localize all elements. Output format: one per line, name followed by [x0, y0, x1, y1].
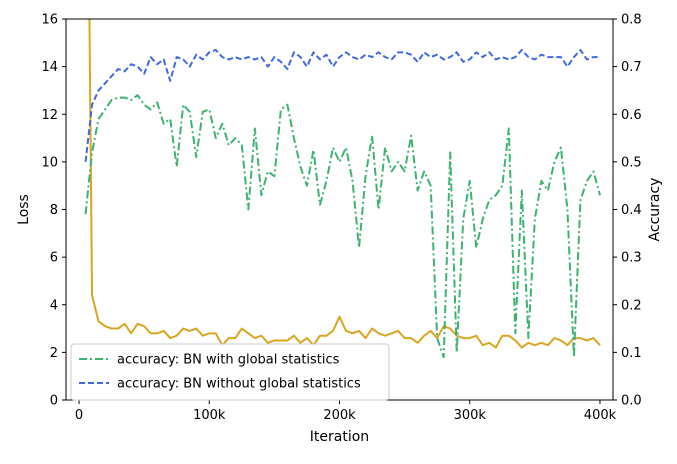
- right-y-tick-label: 0.4: [621, 203, 642, 218]
- right-y-tick-label: 0.6: [621, 108, 642, 123]
- right-y-tick-label: 0.0: [621, 394, 642, 409]
- left-y-tick-label: 14: [41, 60, 58, 75]
- series-layer: [84, 19, 601, 359]
- x-tick-label: 0: [75, 408, 83, 423]
- right-y-tick-label: 0.3: [621, 251, 642, 266]
- left-y-tick-label: 16: [41, 13, 58, 28]
- left-y-tick-label: 4: [50, 298, 58, 313]
- right-y-tick-label: 0.1: [621, 346, 642, 361]
- right-y-tick-label: 0.8: [621, 13, 642, 28]
- left-y-tick-label: 8: [50, 203, 58, 218]
- x-axis: 0 100k 200k 300k 400k: [75, 400, 617, 423]
- series-line-2: [88, 19, 601, 349]
- left-y-axis-title: Loss: [16, 194, 32, 225]
- series-line-0: [84, 94, 601, 359]
- series-line-1: [84, 48, 600, 162]
- x-tick-label: 100k: [193, 408, 226, 423]
- x-tick-label: 200k: [323, 408, 356, 423]
- right-y-axis-title: Accuracy: [647, 178, 663, 242]
- x-tick-label: 400k: [584, 408, 617, 423]
- right-y-tick-label: 0.2: [621, 298, 642, 313]
- x-axis-title: Iteration: [310, 429, 369, 445]
- left-y-tick-label: 6: [50, 251, 58, 266]
- legend-box: [70, 343, 390, 401]
- legend-label: accuracy: BN with global statistics: [117, 353, 340, 368]
- legend: accuracy: BN with global statistics accur…: [70, 343, 390, 401]
- left-y-tick-label: 2: [50, 346, 58, 361]
- right-y-tick-label: 0.5: [621, 155, 642, 170]
- left-y-tick-label: 0: [50, 394, 58, 409]
- left-y-axis: 0 2 4 6 8 10 12 14 16: [41, 13, 66, 409]
- left-y-tick-label: 10: [41, 155, 58, 170]
- left-y-tick-label: 12: [41, 108, 58, 123]
- right-y-axis: 0.0 0.1 0.2 0.3 0.4 0.5 0.6 0.7 0.8: [613, 13, 642, 409]
- legend-label: accuracy: BN without global statistics: [117, 377, 361, 392]
- right-y-tick-label: 0.7: [621, 60, 642, 75]
- x-tick-label: 300k: [454, 408, 487, 423]
